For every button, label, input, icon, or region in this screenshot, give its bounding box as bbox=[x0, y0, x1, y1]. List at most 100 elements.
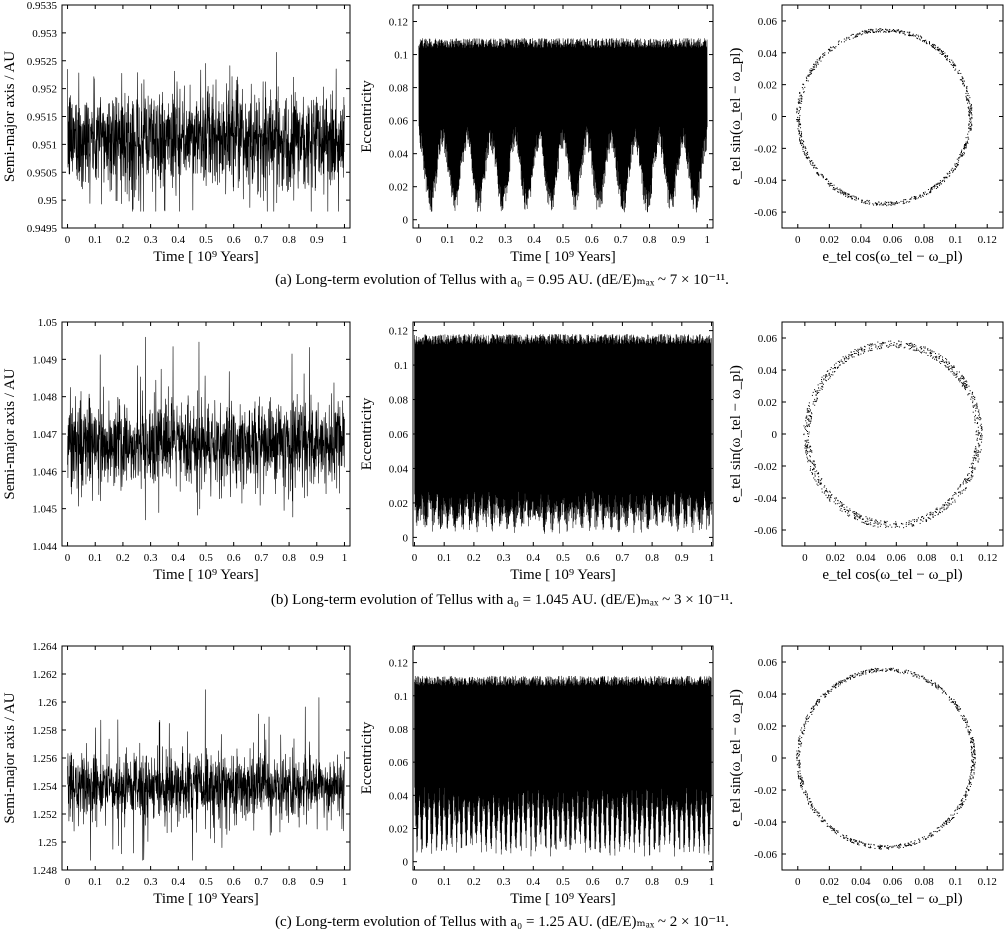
scatter-point bbox=[796, 119, 798, 121]
scatter-point bbox=[818, 481, 820, 483]
scatter-point bbox=[911, 673, 913, 675]
scatter-point bbox=[971, 124, 973, 126]
scatter-point bbox=[954, 166, 956, 168]
scatter-point bbox=[957, 164, 959, 166]
scatter-point bbox=[834, 503, 836, 505]
scatter-point bbox=[946, 59, 948, 61]
scatter-point bbox=[968, 109, 970, 111]
scatter-point bbox=[973, 752, 975, 754]
scatter-point bbox=[810, 461, 812, 463]
scatter-point bbox=[895, 522, 897, 524]
scatter-point bbox=[828, 48, 830, 50]
scatter-point bbox=[976, 454, 978, 456]
x-tick-label: 0.5 bbox=[199, 552, 213, 564]
scatter-point bbox=[980, 438, 982, 440]
scatter-point bbox=[937, 49, 939, 51]
scatter-point bbox=[836, 188, 838, 190]
scatter-point bbox=[807, 458, 809, 460]
scatter-point bbox=[970, 783, 972, 785]
scatter-point bbox=[805, 76, 807, 78]
x-tick-label: 0.06 bbox=[883, 876, 903, 888]
scatter-point bbox=[806, 451, 808, 453]
y-axis-label: e_tel sin(ω_tel − ω_pl) bbox=[728, 365, 744, 503]
scatter-point bbox=[833, 686, 835, 688]
scatter-point bbox=[839, 682, 841, 684]
scatter-point bbox=[956, 375, 958, 377]
scatter-point bbox=[976, 406, 978, 408]
scatter-point bbox=[829, 49, 831, 51]
scatter-point bbox=[846, 839, 848, 841]
scatter-point bbox=[849, 839, 851, 841]
scatter-point bbox=[799, 751, 801, 753]
scatter-point bbox=[970, 782, 972, 784]
scatter-point bbox=[972, 761, 974, 763]
scatter-point bbox=[970, 778, 972, 780]
scatter-point bbox=[897, 668, 899, 670]
scatter-point bbox=[935, 684, 937, 686]
scatter-point bbox=[814, 473, 816, 475]
y-tick-label: 0.1 bbox=[394, 360, 408, 372]
scatter-point bbox=[800, 139, 802, 141]
scatter-point bbox=[941, 823, 943, 825]
scatter-point bbox=[971, 471, 973, 473]
scatter-point bbox=[818, 816, 820, 818]
scatter-point bbox=[816, 704, 818, 706]
scatter-point bbox=[867, 350, 869, 352]
scatter-point bbox=[921, 37, 923, 39]
scatter-point bbox=[975, 451, 977, 453]
scatter-point bbox=[808, 402, 810, 404]
scatter-point bbox=[811, 164, 813, 166]
scatter-point bbox=[810, 420, 812, 422]
scatter-point bbox=[967, 136, 969, 138]
scatter-point bbox=[910, 347, 912, 349]
scatter-point bbox=[936, 509, 938, 511]
scatter-point bbox=[851, 356, 853, 358]
scatter-point bbox=[890, 668, 892, 670]
scatter-point bbox=[862, 518, 864, 520]
scatter-point bbox=[956, 706, 958, 708]
scatter-point bbox=[833, 364, 835, 366]
scatter-point bbox=[970, 463, 972, 465]
x-tick-label: 0.2 bbox=[467, 552, 481, 564]
scatter-point bbox=[838, 364, 840, 366]
scatter-point bbox=[808, 433, 810, 435]
scatter-point bbox=[830, 374, 832, 376]
scatter-point bbox=[904, 31, 906, 33]
scatter-point bbox=[975, 431, 977, 433]
scatter-point bbox=[805, 156, 807, 158]
scatter-point bbox=[801, 727, 803, 729]
scatter-point bbox=[951, 64, 953, 66]
scatter-point bbox=[813, 468, 815, 470]
scatter-point bbox=[814, 466, 816, 468]
scatter-point bbox=[817, 63, 819, 65]
scatter-point bbox=[830, 46, 832, 48]
scatter-point bbox=[808, 451, 810, 453]
x-tick-label: 0.1 bbox=[437, 552, 451, 564]
scatter-point bbox=[810, 708, 812, 710]
y-tick-label: 0 bbox=[403, 215, 409, 227]
scatter-point bbox=[940, 825, 942, 827]
scatter-point bbox=[804, 154, 806, 156]
x-tick-label: 0.7 bbox=[255, 552, 269, 564]
scatter-point bbox=[816, 393, 818, 395]
scatter-point bbox=[970, 479, 972, 481]
scatter-point bbox=[904, 670, 906, 672]
scatter-point bbox=[957, 805, 959, 807]
scatter-point bbox=[962, 78, 964, 80]
scatter-point bbox=[912, 519, 914, 521]
scatter-point bbox=[861, 672, 863, 674]
scatter-point bbox=[964, 144, 966, 146]
scatter-point bbox=[910, 342, 912, 344]
scatter-point bbox=[883, 204, 885, 206]
scatter-point bbox=[948, 819, 950, 821]
scatter-point bbox=[876, 670, 878, 672]
scatter-point bbox=[938, 826, 940, 828]
scatter-point bbox=[968, 779, 970, 781]
scatter-point bbox=[835, 684, 837, 686]
scatter-point bbox=[900, 844, 902, 846]
scatter-point bbox=[960, 79, 962, 81]
scatter-point bbox=[952, 61, 954, 63]
scatter-point bbox=[858, 513, 860, 515]
scatter-point bbox=[930, 682, 932, 684]
scatter-point bbox=[953, 817, 955, 818]
